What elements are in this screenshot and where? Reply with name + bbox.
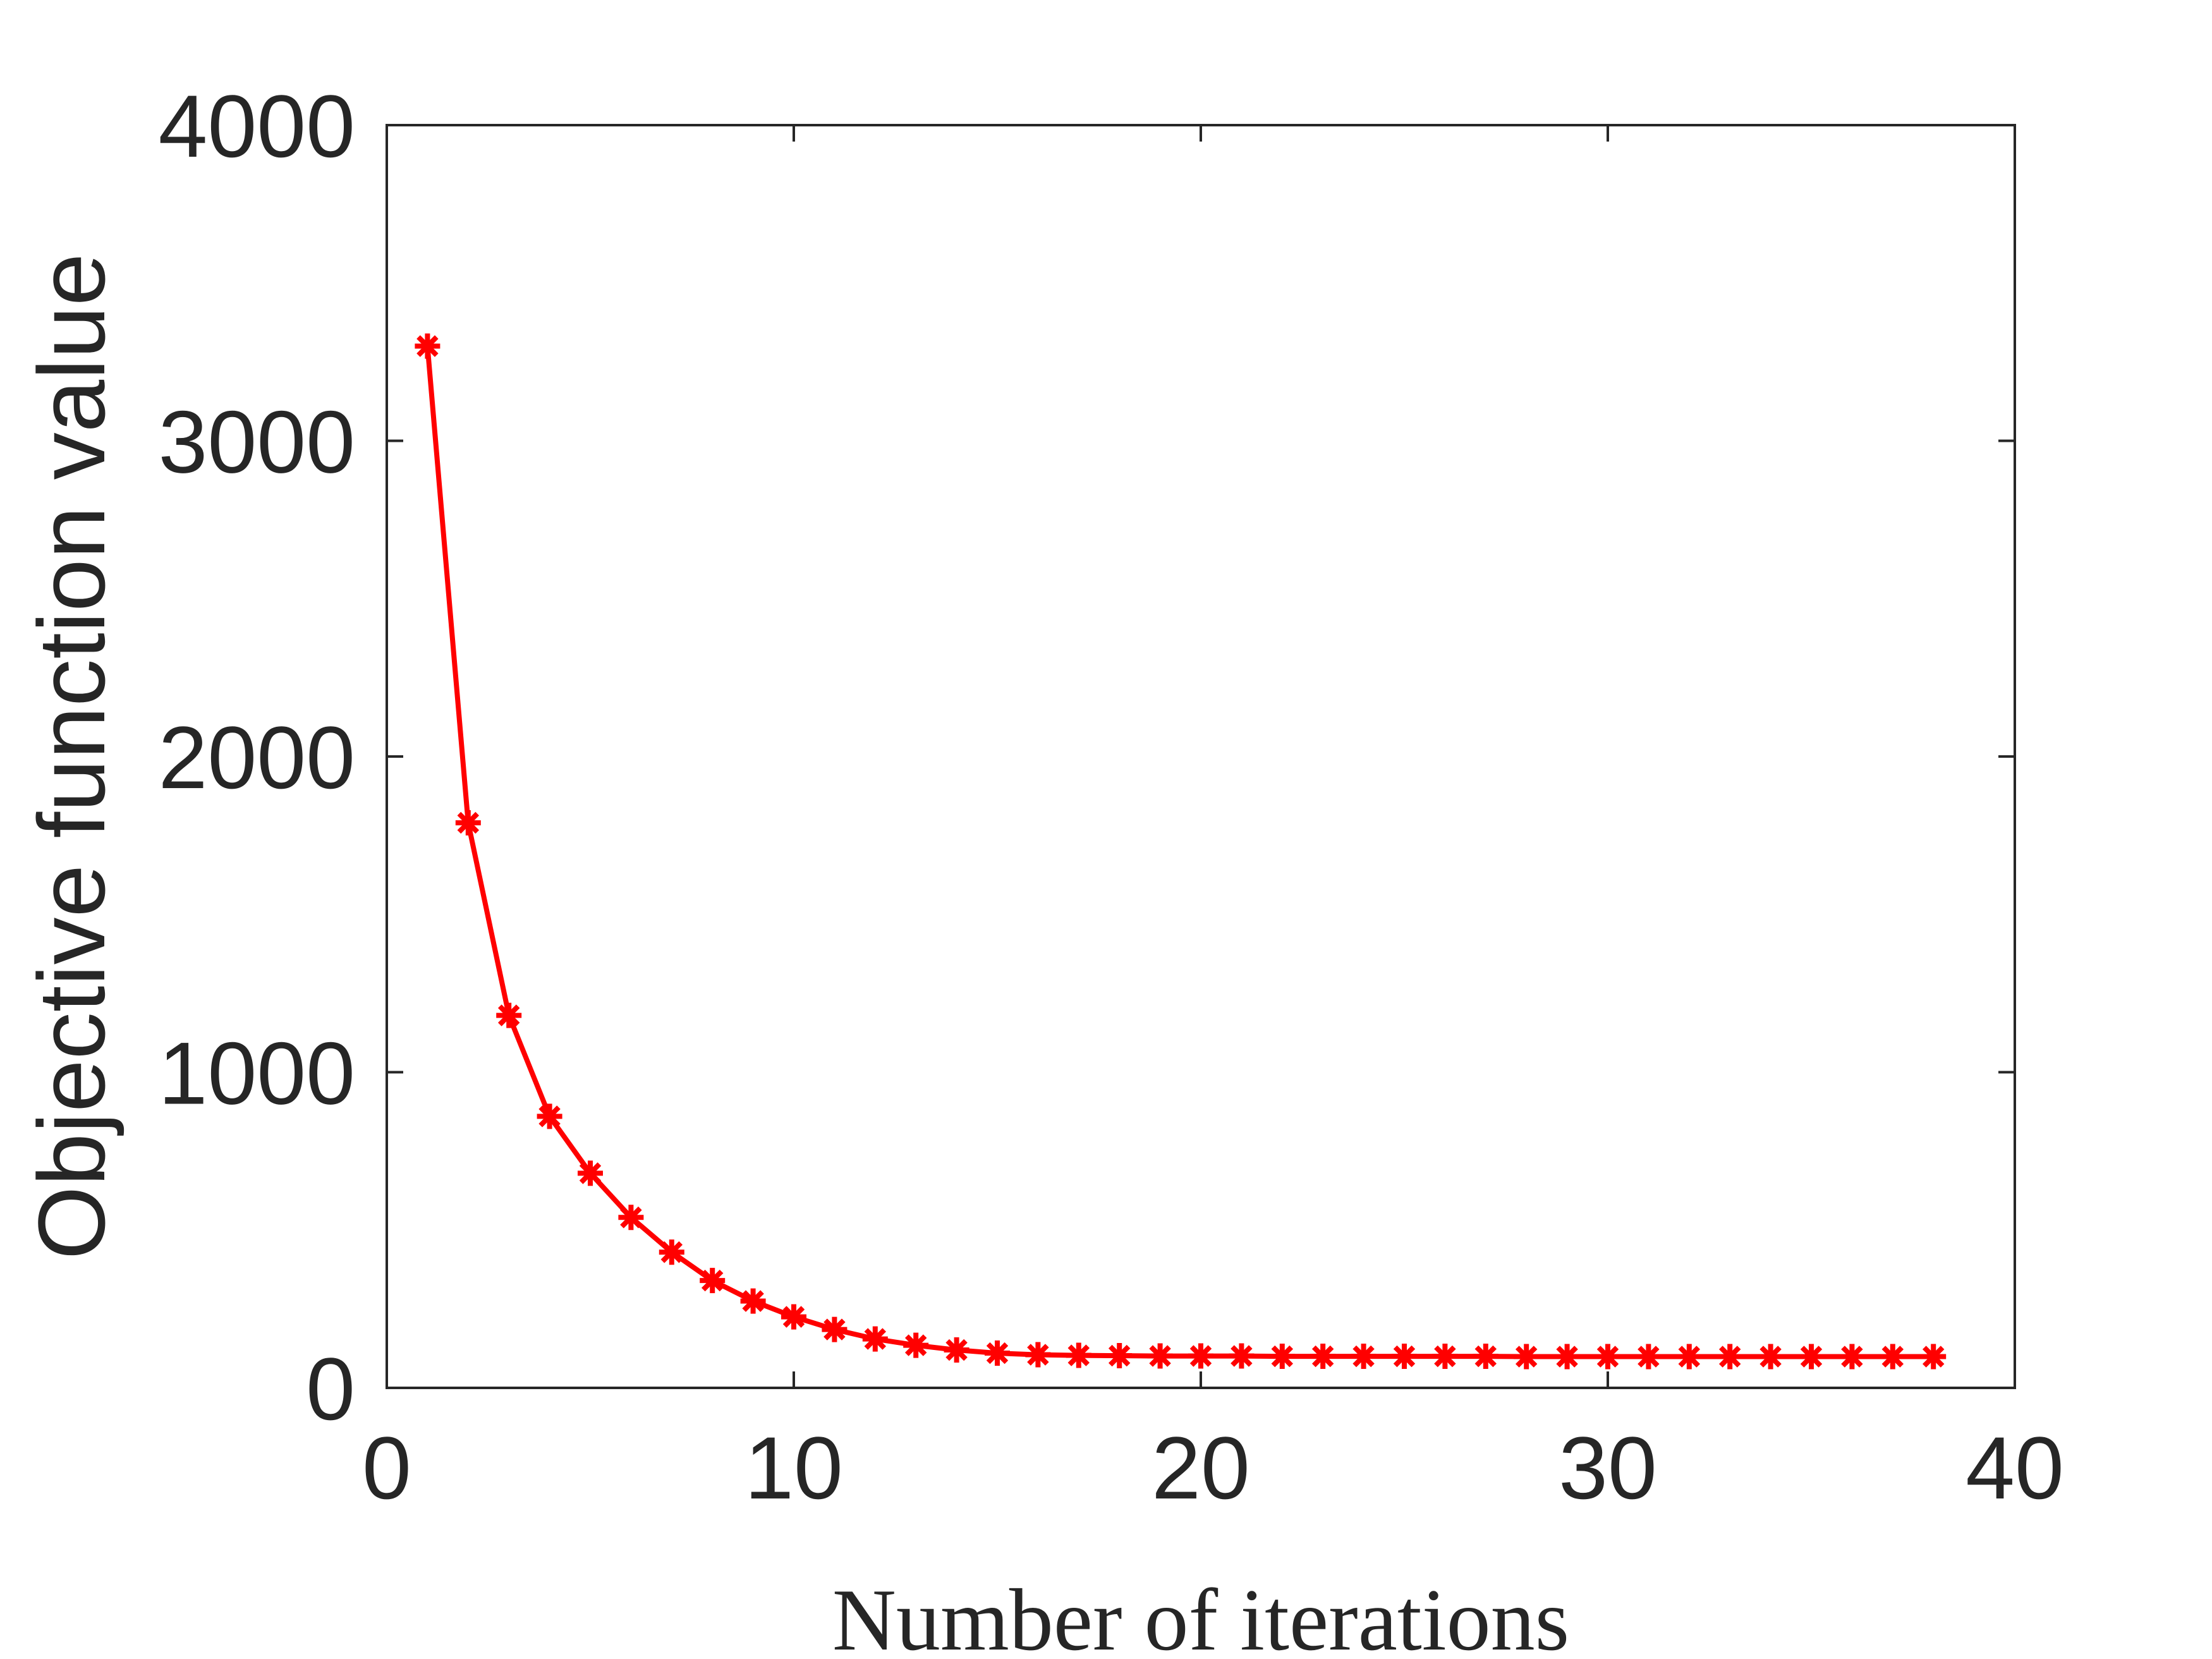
y-tick-label: 0 [306, 1339, 355, 1438]
data-point-marker [1107, 1343, 1133, 1369]
data-point-marker [1880, 1344, 1905, 1370]
plot-area [386, 124, 2016, 1389]
data-point-marker [1269, 1344, 1295, 1370]
data-point-marker [822, 1316, 848, 1342]
data-point-marker [1758, 1344, 1784, 1370]
data-point-marker [578, 1160, 603, 1186]
data-point-marker [1147, 1343, 1173, 1369]
y-axis-label: Objective function value [18, 253, 125, 1260]
x-tick-label: 40 [1966, 1418, 2064, 1517]
y-tick-label: 4000 [159, 76, 355, 176]
data-point-marker [1432, 1344, 1458, 1370]
data-point-marker [944, 1337, 969, 1363]
data-point-marker [862, 1326, 888, 1352]
data-point-marker [537, 1103, 562, 1129]
data-point-marker [1351, 1344, 1376, 1370]
data-point-marker [1392, 1344, 1417, 1370]
data-point-marker [1188, 1343, 1213, 1369]
data-point-marker [1717, 1344, 1743, 1370]
data-point-marker [1554, 1344, 1580, 1370]
x-axis-label: Number of iterations [832, 1571, 1569, 1659]
data-point-marker [1636, 1344, 1662, 1370]
data-point-marker [781, 1304, 806, 1330]
data-point-marker [1676, 1344, 1702, 1370]
x-tick-label: 0 [362, 1418, 411, 1517]
series-layer [415, 333, 1947, 1370]
y-tick-label: 2000 [159, 708, 355, 807]
y-tick-label: 1000 [159, 1024, 355, 1123]
data-point-marker [659, 1239, 684, 1265]
data-point-marker [415, 333, 441, 359]
data-point-marker [455, 810, 481, 836]
data-point-marker [1229, 1343, 1255, 1369]
y-tick-label: 3000 [159, 392, 355, 492]
data-point-marker [985, 1340, 1010, 1366]
data-point-marker [1514, 1344, 1540, 1370]
data-point-marker [618, 1205, 644, 1231]
data-point-marker [1595, 1344, 1620, 1370]
data-point-marker [1066, 1342, 1091, 1368]
x-tick-label: 20 [1152, 1418, 1250, 1517]
data-point-marker [903, 1332, 929, 1358]
data-point-marker [1310, 1344, 1336, 1370]
data-point-marker [1025, 1342, 1051, 1368]
y-axis-ticks: 0 1000 2000 3000 4000 [159, 76, 2015, 1438]
data-point-marker [700, 1268, 726, 1294]
data-point-marker [1839, 1344, 1865, 1370]
data-point-marker [496, 1002, 522, 1028]
data-point-marker [1799, 1344, 1824, 1370]
x-axis-ticks: 0 10 20 30 40 [362, 125, 2064, 1517]
data-point-marker [1473, 1344, 1498, 1370]
x-tick-label: 30 [1559, 1418, 1657, 1517]
data-point-marker [740, 1288, 766, 1314]
data-point-marker [1921, 1344, 1947, 1370]
x-tick-label: 10 [744, 1418, 843, 1517]
